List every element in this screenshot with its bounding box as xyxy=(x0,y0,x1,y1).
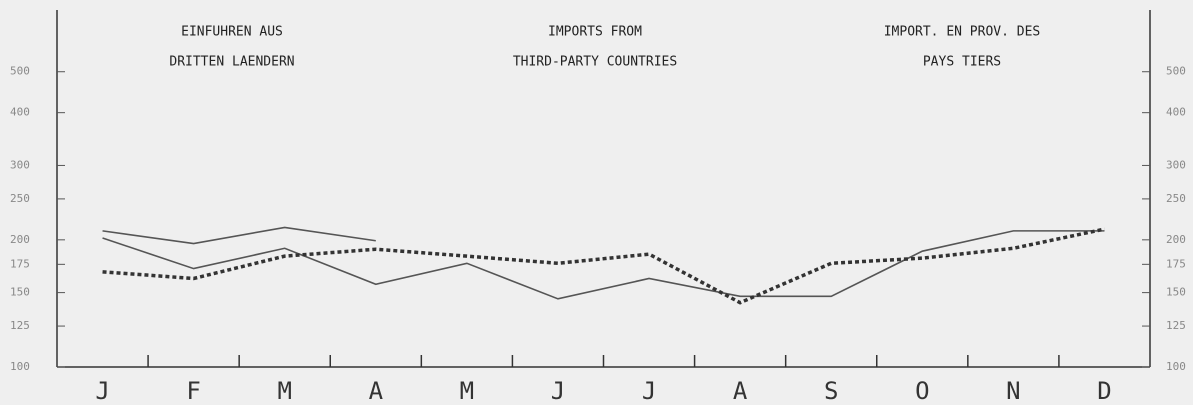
x-tick-label: J xyxy=(642,377,656,405)
x-tick-label: M xyxy=(460,377,474,405)
x-tick-label: D xyxy=(1097,377,1111,405)
y-tick-label: 250 xyxy=(10,192,30,205)
y2-tick-label: 250 xyxy=(1166,192,1186,205)
x-tick-label: F xyxy=(186,377,200,405)
x-tick-label: J xyxy=(95,377,109,405)
series-line xyxy=(102,226,376,245)
series-line xyxy=(102,227,1105,305)
y2-tick-label: 175 xyxy=(1166,257,1186,270)
y2-tick-label: 100 xyxy=(1166,360,1186,373)
y-tick-label: 100 xyxy=(10,360,30,373)
y2-tick-label: 200 xyxy=(1166,233,1186,246)
y-tick-label: 500 xyxy=(10,65,30,78)
annotation: IMPORTS FROM xyxy=(548,25,642,40)
y-tick-label: 200 xyxy=(10,233,30,246)
x-tick-label: S xyxy=(824,377,838,405)
annotation: DRITTEN LAENDERN xyxy=(169,55,294,70)
x-tick-label: M xyxy=(277,377,291,405)
annotation: IMPORT. EN PROV. DES xyxy=(884,25,1041,40)
y2-tick-label: 150 xyxy=(1166,286,1186,299)
annotation: THIRD-PARTY COUNTRIES xyxy=(513,55,677,70)
series-line xyxy=(102,230,1105,300)
y2-tick-label: 125 xyxy=(1166,319,1186,332)
y-tick-label: 400 xyxy=(10,106,30,119)
x-tick-label: A xyxy=(369,377,384,405)
x-tick-label: A xyxy=(733,377,748,405)
y-tick-label: 300 xyxy=(10,158,30,171)
y2-tick-label: 500 xyxy=(1166,65,1186,78)
y2-tick-label: 400 xyxy=(1166,106,1186,119)
y-tick-label: 175 xyxy=(10,257,30,270)
annotation: PAYS TIERS xyxy=(923,55,1001,70)
x-tick-label: O xyxy=(915,377,929,405)
y2-tick-label: 300 xyxy=(1166,158,1186,171)
x-tick-label: N xyxy=(1006,377,1020,405)
y-tick-label: 125 xyxy=(10,319,30,332)
x-tick-label: J xyxy=(551,377,565,405)
y-tick-label: 150 xyxy=(10,286,30,299)
annotation: EINFUHREN AUS xyxy=(181,25,283,40)
